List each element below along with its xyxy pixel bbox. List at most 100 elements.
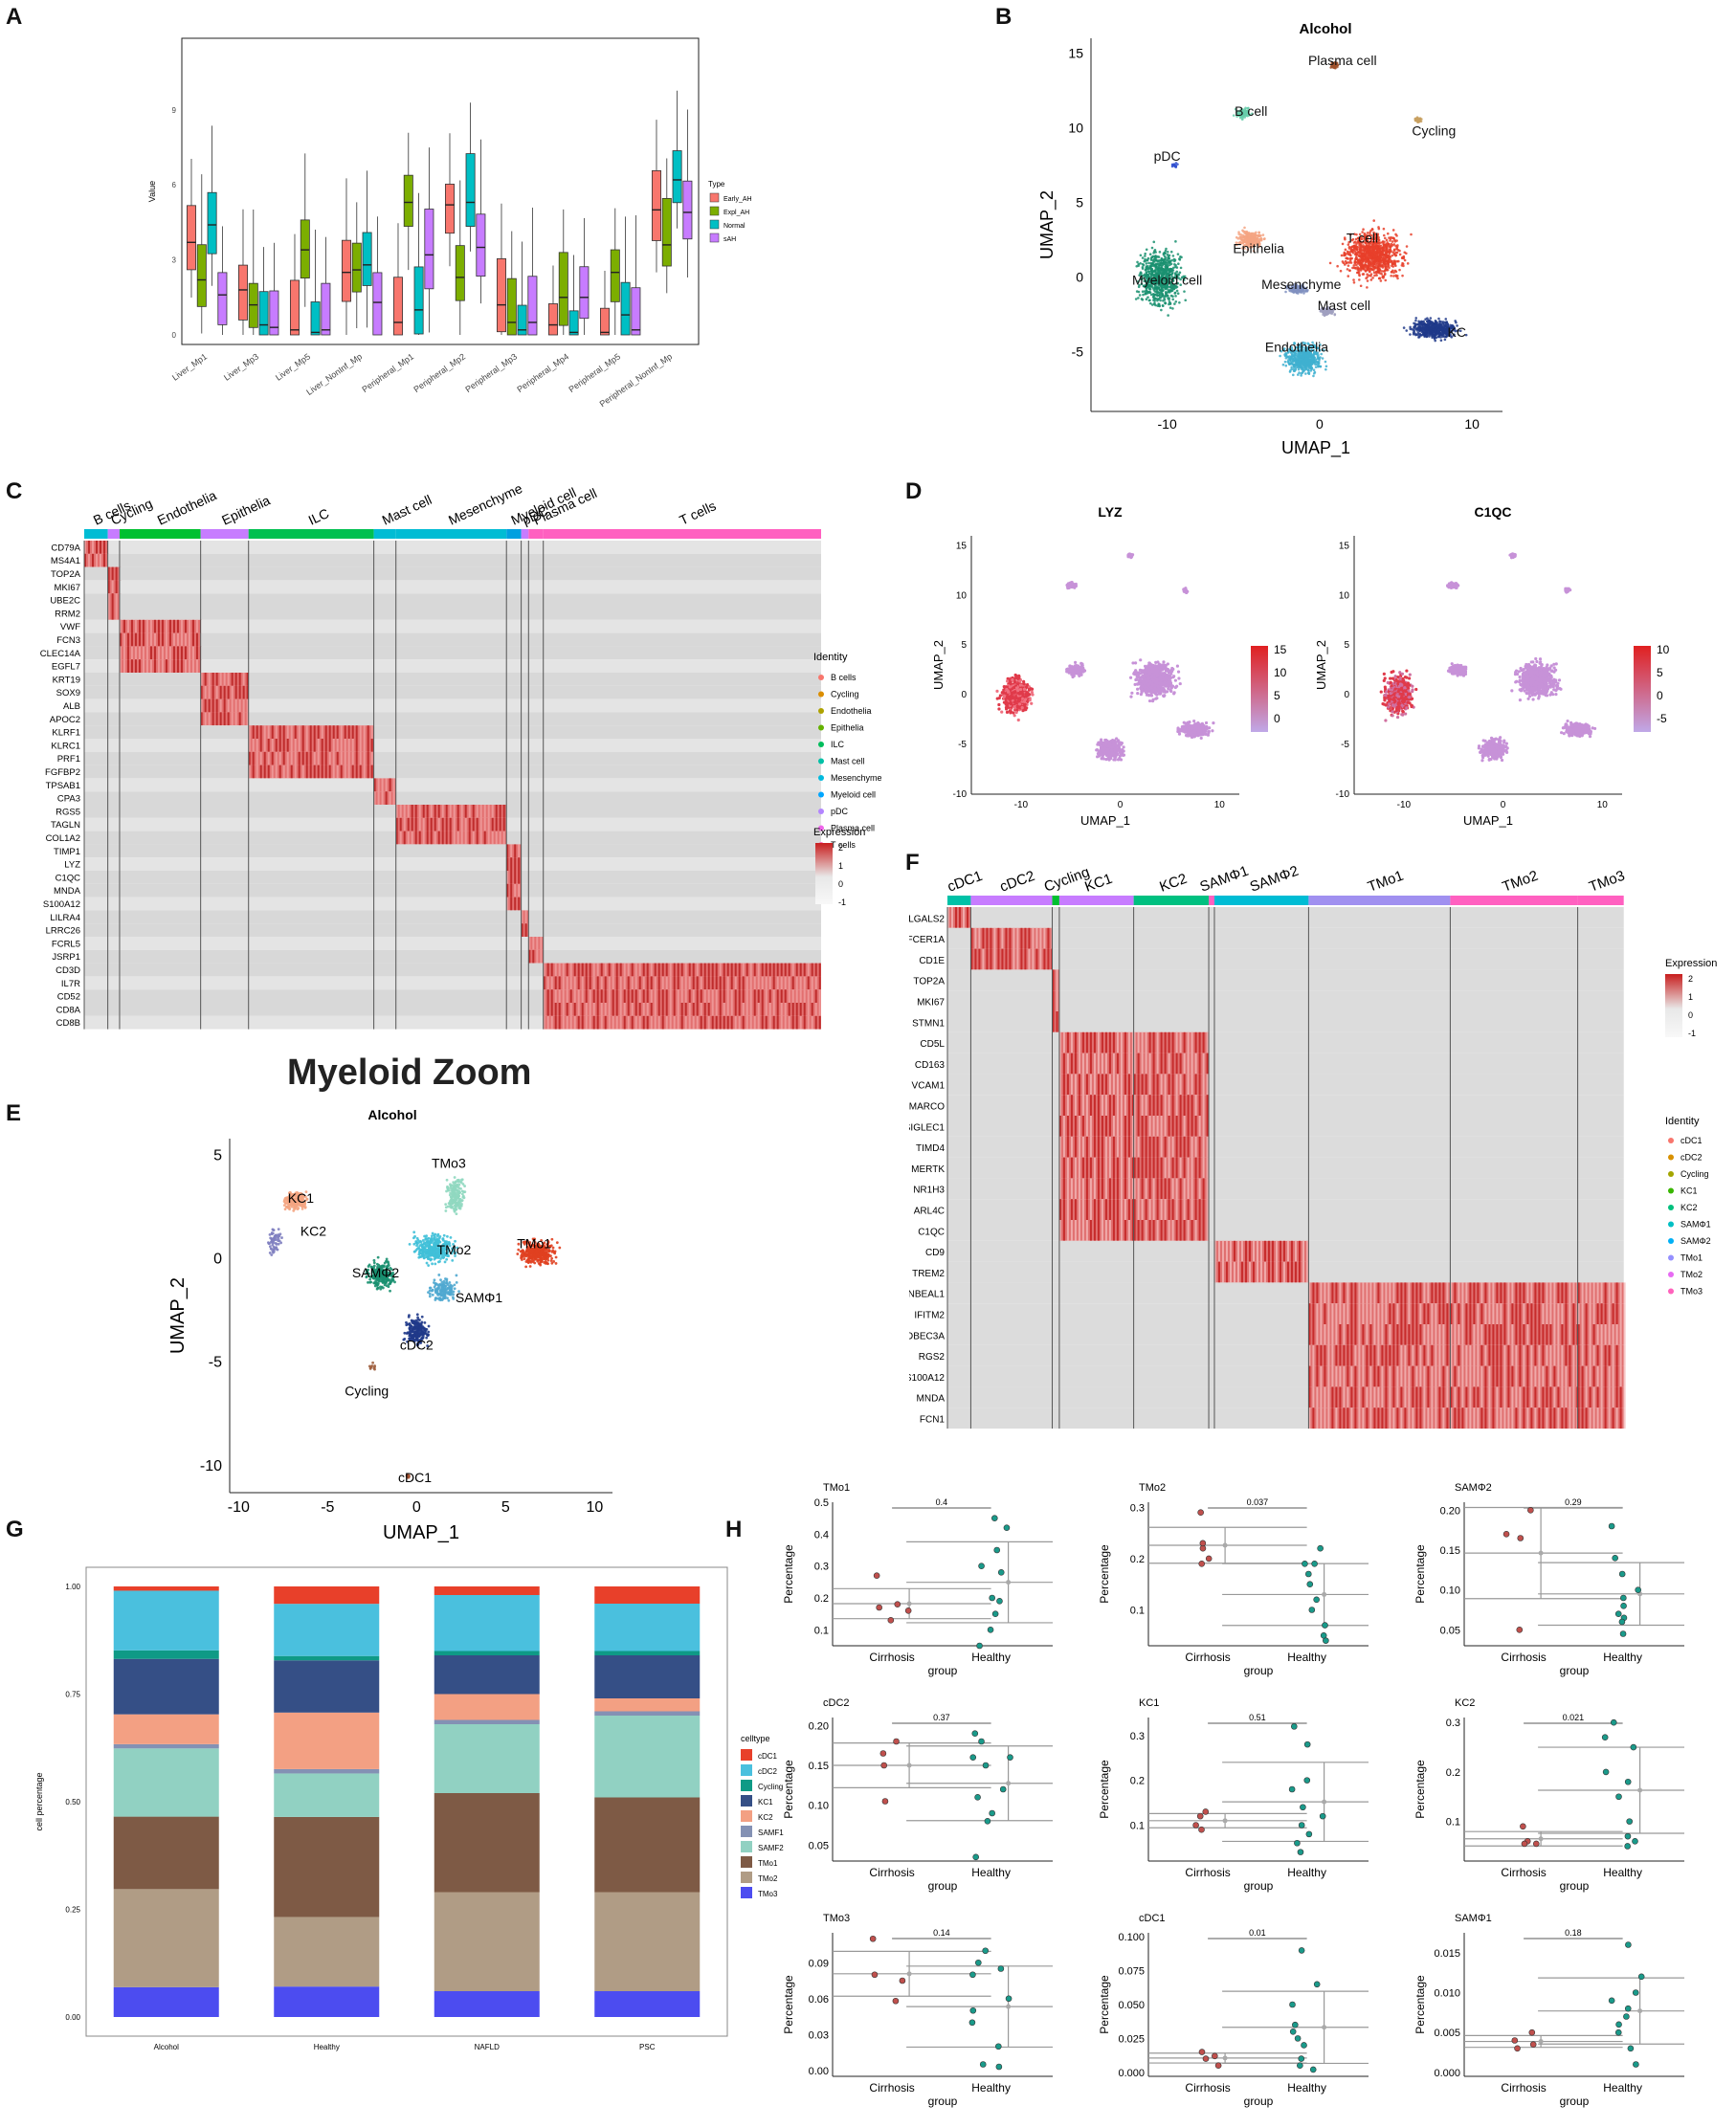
umap-point [1321,357,1324,360]
heat-stripe [126,659,129,673]
heat-cell [119,805,201,818]
heat-stripe [543,1015,545,1030]
heat-stripe [256,725,258,739]
heat-cell [506,673,522,686]
heat-stripe [807,1015,810,1030]
heat-stripe [518,871,521,884]
umap-point [1353,261,1357,265]
umap-point [1148,279,1152,283]
heat-stripe [184,659,187,673]
umap-point [1317,357,1321,361]
umap-point [1347,275,1350,277]
umap-point [1425,323,1429,326]
umap-point [1147,272,1151,276]
heat-cell [528,751,544,765]
umap-point [1177,277,1180,279]
heat-stripe [227,698,230,713]
heat-stripe [554,989,557,1003]
heat-stripe [347,725,350,739]
heat-stripe [153,646,156,660]
heat-stripe [211,698,214,713]
heat-cell [84,817,108,831]
umap-point [1146,258,1149,261]
umap-point [1310,366,1314,369]
box [558,252,568,326]
umap-point [1165,247,1168,251]
umap-point [1284,290,1287,294]
umap-point [1369,267,1372,270]
umap-point [1310,356,1314,359]
heat-cell [528,712,544,726]
gene-label: KLRC1 [51,741,80,751]
y-tick-label: -5 [1072,344,1084,360]
heat-stripe [491,831,494,845]
heat-cell [373,739,396,752]
heat-stripe [336,765,339,779]
heat-stripe [336,751,339,765]
heat-stripe [219,712,222,726]
umap-point [1379,244,1383,248]
heat-stripe [569,989,572,1003]
heat-stripe [742,976,745,990]
heat-stripe [761,963,764,977]
heat-stripe [573,963,576,977]
heat-cell [528,673,544,686]
umap-point [1334,66,1337,70]
heat-stripe [252,739,255,752]
heat-cell [543,923,821,937]
umap-point [1343,263,1347,266]
heat-cell [373,607,396,620]
heat-cell [543,739,821,752]
box [403,174,413,227]
umap-point [1347,264,1350,267]
umap-point [1160,308,1163,312]
heat-stripe [566,963,568,977]
heat-stripe [612,963,614,977]
cluster-label: B cell [1235,103,1267,119]
heat-stripe [680,1003,683,1016]
heat-cell [521,989,529,1003]
umap-point [1159,291,1162,294]
heat-stripe [734,1003,737,1016]
umap-point [1374,270,1378,274]
heat-stripe [677,989,679,1003]
umap-point [1169,294,1173,298]
umap-point [1398,268,1401,272]
heat-cell [395,751,507,765]
heat-cell [248,1003,374,1016]
heat-cell [543,883,821,898]
group-label: Endothelia [155,487,219,528]
heat-stripe [589,1003,591,1016]
heat-stripe [581,963,584,977]
umap-point [1368,246,1370,250]
umap-point [1297,287,1300,291]
heat-stripe [738,1003,741,1016]
umap-point [1388,236,1391,239]
heat-stripe [317,765,320,779]
umap-point [1372,231,1375,234]
heat-stripe [665,1003,668,1016]
heat-cell [248,607,374,620]
heat-stripe [332,725,335,739]
heat-stripe [604,963,607,977]
heat-stripe [149,632,152,647]
heat-stripe [271,765,274,779]
identity-label: Epithelia [831,723,864,733]
panel-label-c: C [6,478,23,504]
heat-cell [107,646,120,660]
heat-stripe [355,765,358,779]
gene-label: S100A12 [43,899,80,910]
heat-cell [119,673,201,686]
heat-stripe [100,541,101,554]
heat-stripe [799,976,802,990]
heat-stripe [638,989,641,1003]
umap-point [1142,274,1146,277]
umap-point [1385,238,1389,242]
heat-cell [248,910,374,924]
heat-stripe [510,857,513,871]
heat-stripe [252,751,255,765]
heat-cell [521,844,529,858]
y-tick-label: 3 [172,256,177,265]
umap-point [1156,294,1159,298]
group-bar [373,529,396,539]
